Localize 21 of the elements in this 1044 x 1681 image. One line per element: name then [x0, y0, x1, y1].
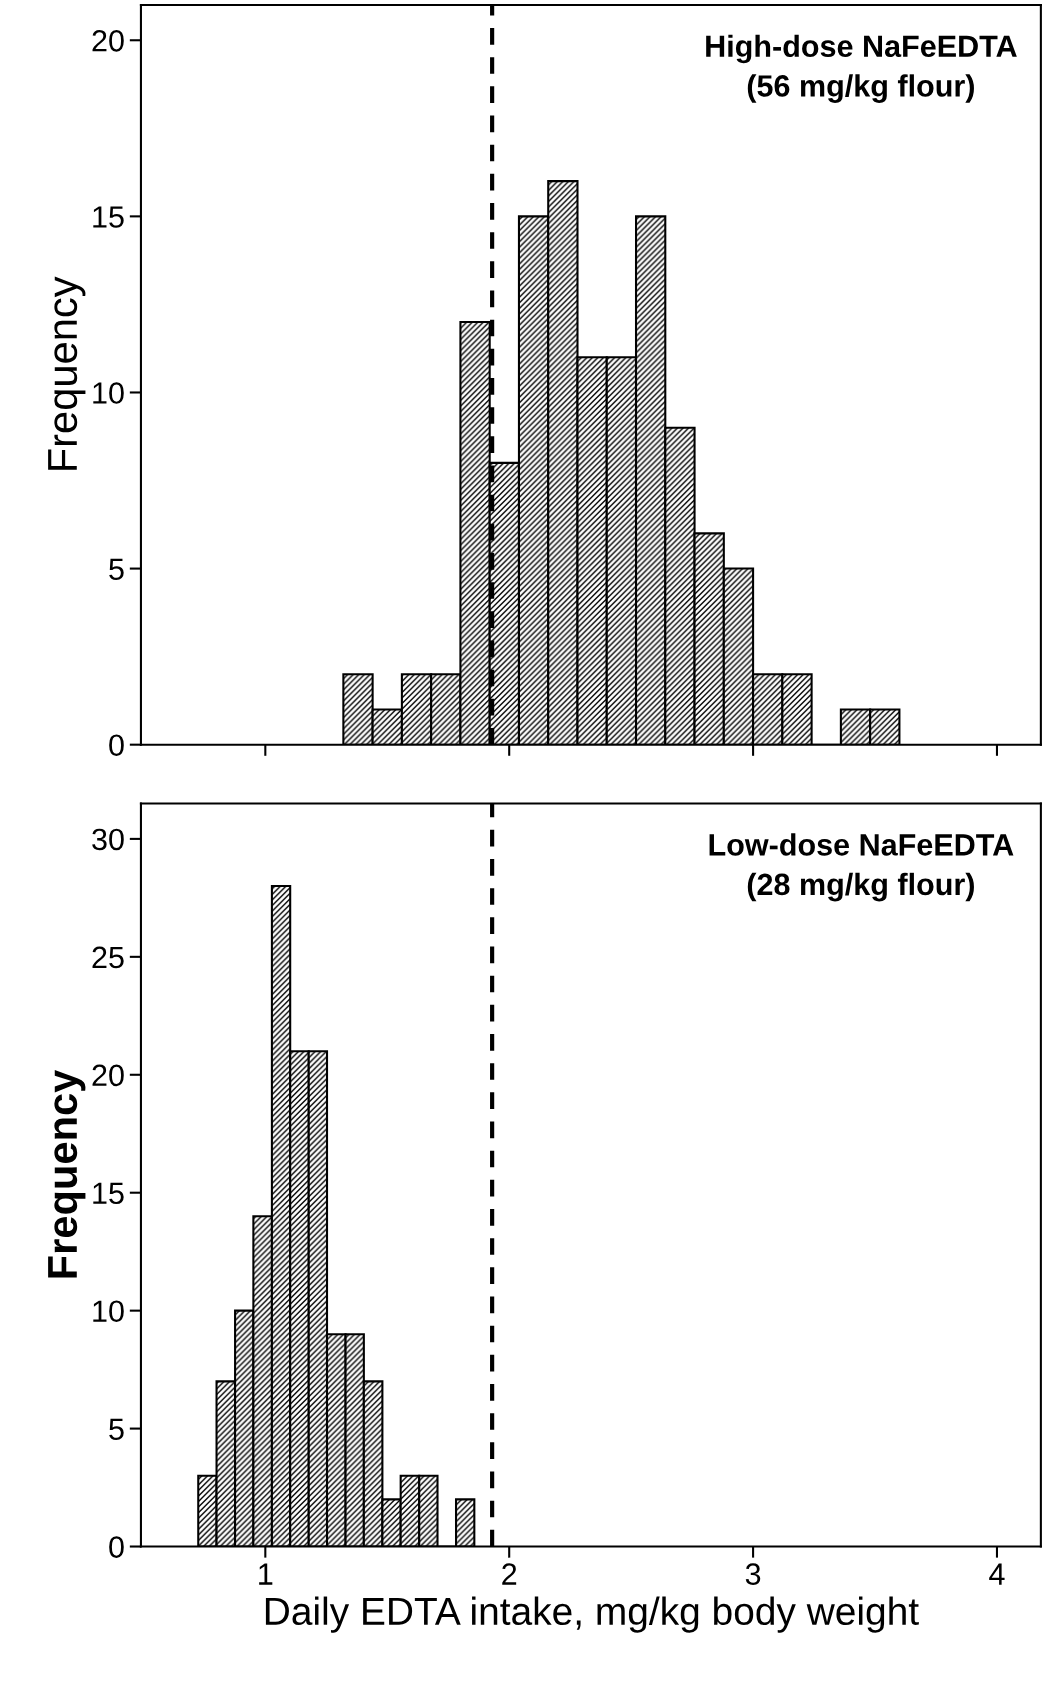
- y-tick-label: 10: [93, 1300, 124, 1323]
- y-tick-label: 30: [92, 828, 124, 851]
- y-tick-label: 15: [93, 206, 124, 228]
- x-tick-label: 1: [259, 1563, 273, 1585]
- x-tick-label: 4: [989, 1563, 1005, 1585]
- annotation: Low-dose NaFeEDTA (28 mg/kg flour): [709, 833, 1014, 902]
- y-tick-label: 20: [92, 30, 124, 52]
- y-axis-title: Frequency: [48, 276, 86, 470]
- y-tick-label: 10: [93, 382, 124, 404]
- annotation: High-dose NaFeEDTA (56 mg/kg flour): [706, 34, 1017, 103]
- x-axis-title: Daily EDTA intake, mg/kg body weight: [265, 1596, 919, 1633]
- x-tick-label: 3: [745, 1563, 761, 1585]
- y-tick-label: 25: [92, 946, 124, 969]
- y-tick-label: 15: [93, 1182, 124, 1205]
- y-tick-label: 0: [109, 734, 124, 757]
- y-tick-label: 5: [109, 1418, 124, 1440]
- x-tick-label: 2: [502, 1563, 517, 1585]
- y-tick-label: 0: [109, 1536, 124, 1558]
- y-tick-label: 5: [109, 558, 124, 580]
- y-tick-label: 20: [92, 1064, 124, 1087]
- y-axis-title: Frequency: [48, 1069, 86, 1278]
